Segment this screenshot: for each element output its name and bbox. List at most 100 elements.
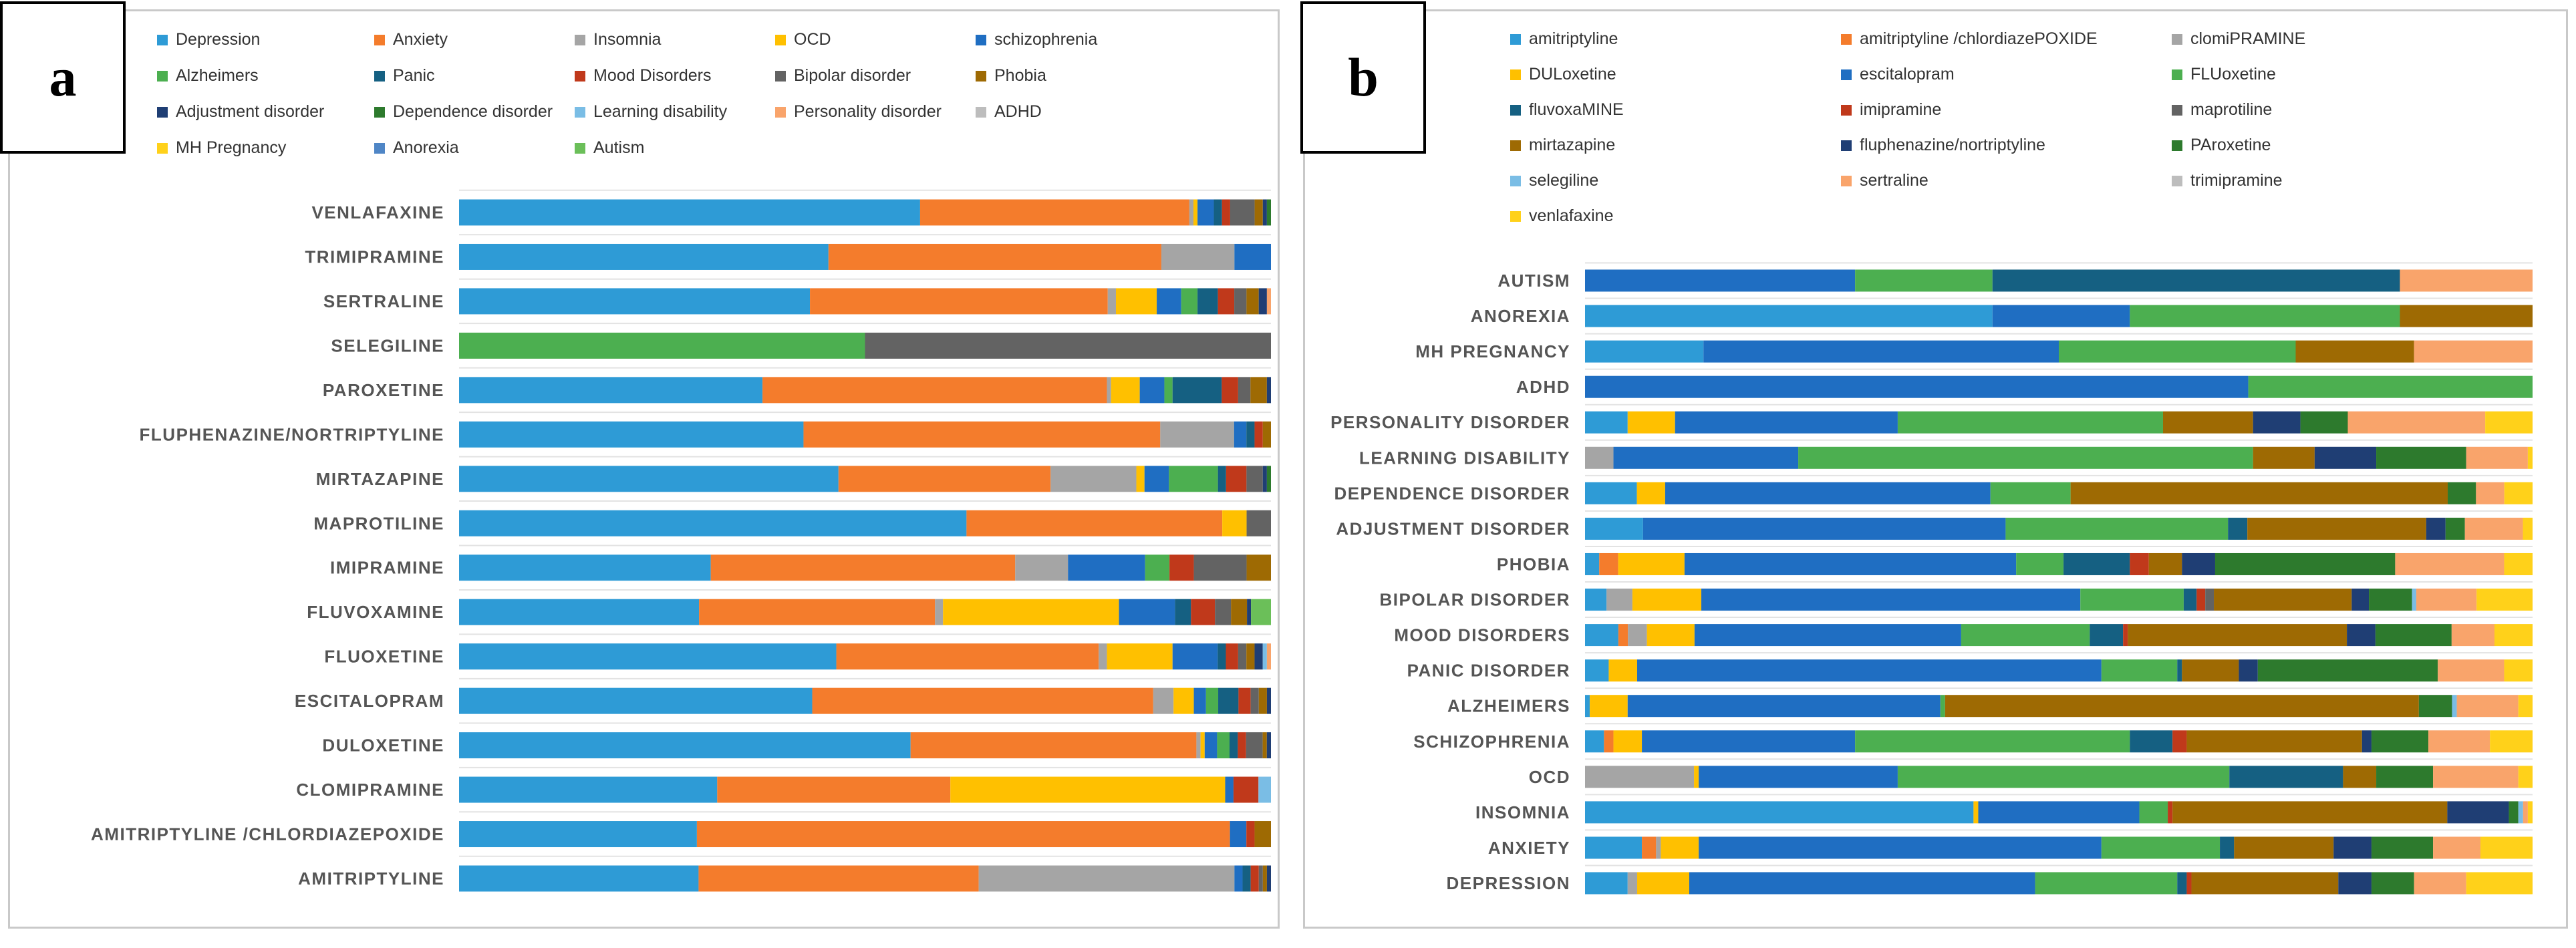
bar-schizophrenia-mirtazapine <box>2186 730 2362 753</box>
bar-sertraline-panic <box>1197 288 1218 315</box>
bar-mirtazapine-panic <box>1218 466 1226 492</box>
bar-schizophrenia-amitriptyline <box>1585 730 1604 753</box>
chart-b: amitriptyline amitriptyline /chlordiazePO… <box>1330 29 2533 895</box>
bar-maprotiline-bipolar-disorder <box>1246 510 1271 536</box>
bar-depression-mirtazapine <box>2191 872 2339 895</box>
legend-swatch-dependence-disorder <box>374 107 385 118</box>
bar-mh-pregnancy-sertraline <box>2414 340 2533 363</box>
bar-amitriptyline-anxiety <box>698 865 979 892</box>
category-label-anorexia: ANOREXIA <box>1471 306 1570 326</box>
bar-mh-pregnancy-amitriptyline <box>1585 340 1704 363</box>
bar-venlafaxine-adjustment-disorder <box>1262 199 1267 226</box>
bar-sertraline-phobia <box>1246 288 1259 315</box>
bar-fluphenazine-nortriptyline-mood-disorders <box>1254 421 1263 448</box>
bar-adjustment-disorder-paroxetine <box>2445 517 2465 540</box>
bar-mood-disorders-fluphenazine-nortriptyline <box>2347 624 2376 647</box>
legend-label-duloxetine: DULoxetine <box>1529 65 1616 84</box>
bar-mood-disorders-imipramine <box>2123 624 2128 647</box>
legend-label-paroxetine: PAroxetine <box>2190 136 2271 154</box>
legend-swatch-fluvoxamine <box>1510 105 1521 116</box>
bar-anxiety-paroxetine <box>2371 836 2434 859</box>
legend-label-mood-disorders: Mood Disorders <box>593 66 711 85</box>
bar-duloxetine-mood-disorders <box>1238 732 1246 759</box>
bar-bipolar-disorder-fluoxetine <box>2080 589 2184 611</box>
category-label-selegiline: SELEGILINE <box>331 335 444 355</box>
bar-mirtazapine-insomnia <box>1050 466 1137 492</box>
legend-label-clomipramine: clomiPRAMINE <box>2190 29 2305 48</box>
category-label-anxiety: ANXIETY <box>1488 838 1570 858</box>
bar-paroxetine-depression <box>459 377 763 404</box>
legend-label-adhd: ADHD <box>994 102 1042 121</box>
legend-swatch-duloxetine <box>1510 69 1521 80</box>
category-label-dependence-disorder: DEPENDENCE DISORDER <box>1334 483 1570 503</box>
bar-fluoxetine-insomnia <box>1099 643 1107 670</box>
legend-label-panic: Panic <box>393 66 435 85</box>
bar-fluoxetine-phobia <box>1246 643 1255 670</box>
bar-phobia-mirtazapine <box>2148 552 2182 575</box>
bar-alzheimers-mirtazapine <box>1945 695 2419 718</box>
category-label-mood-disorders: MOOD DISORDERS <box>1394 625 1570 645</box>
bar-amitriptyline-chlordiazepoxide-depression <box>459 821 697 848</box>
bar-panic-disorder-mirtazapine <box>2182 659 2239 682</box>
bar-fluvoxamine-bipolar-disorder <box>1215 599 1232 625</box>
bar-escitalopram-alzheimers <box>1205 687 1219 714</box>
bar-amitriptyline-bipolar-disorder <box>1258 865 1263 892</box>
bar-personality-disorder-paroxetine <box>2300 411 2348 434</box>
bar-escitalopram-panic <box>1218 687 1239 714</box>
bar-adjustment-disorder-mirtazapine <box>2247 517 2426 540</box>
bar-bipolar-disorder-maprotiline <box>2205 589 2214 611</box>
bar-ocd-duloxetine <box>1694 766 1699 788</box>
legend-label-phobia: Phobia <box>994 66 1046 85</box>
bar-bipolar-disorder-amitriptyline <box>1585 589 1607 611</box>
legend-label-sertraline: sertraline <box>1860 171 1928 190</box>
bar-fluoxetine-mood-disorders <box>1226 643 1238 670</box>
bar-mirtazapine-anxiety <box>838 466 1051 492</box>
legend-label-schizophrenia: schizophrenia <box>994 30 1097 49</box>
chart-b-bars: AUTISM ANOREXIA MH PREGNANCY ADHD PERSONALIT… <box>1330 269 2533 895</box>
legend-label-mirtazapine: mirtazapine <box>1529 136 1615 154</box>
bar-ocd-fluoxetine <box>1897 766 2230 788</box>
bar-personality-disorder-mirtazapine <box>2162 411 2253 434</box>
bar-alzheimers-escitalopram <box>1627 695 1941 718</box>
bar-fluoxetine-panic <box>1218 643 1226 670</box>
bar-depression-imipramine <box>2186 872 2192 895</box>
category-label-depression: DEPRESSION <box>1447 873 1571 893</box>
bar-adjustment-disorder-fluvoxamine <box>2228 517 2248 540</box>
bar-paroxetine-phobia <box>1250 377 1267 404</box>
bar-duloxetine-adjustment-disorder <box>1266 732 1271 759</box>
bar-panic-disorder-fluvoxamine <box>2177 659 2182 682</box>
bar-bipolar-disorder-venlafaxine <box>2476 589 2533 611</box>
bar-imipramine-phobia <box>1246 555 1271 581</box>
bar-escitalopram-depression <box>459 687 813 714</box>
legend-swatch-mh-pregnancy <box>157 143 168 154</box>
category-label-amitriptyline: AMITRIPTYLINE <box>298 868 444 889</box>
bar-insomnia-imipramine <box>2168 801 2173 824</box>
bar-fluvoxamine-adjustment-disorder <box>1247 599 1252 625</box>
bar-amitriptyline-depression <box>459 865 699 892</box>
bar-bipolar-disorder-imipramine <box>2196 589 2206 611</box>
legend-label-personality-disorder: Personality disorder <box>794 102 942 121</box>
bar-imipramine-insomnia <box>1015 555 1068 581</box>
legend-swatch-autism <box>575 143 585 154</box>
bar-duloxetine-schizophrenia <box>1204 732 1218 759</box>
bar-mood-disorders-fluvoxamine <box>2090 624 2124 647</box>
bar-panic-disorder-amitriptyline <box>1585 659 1609 682</box>
legend-swatch-trimipramine <box>2172 176 2182 186</box>
bar-venlafaxine-depression <box>459 199 920 226</box>
bar-fluphenazine-nortriptyline-insomnia <box>1160 421 1234 448</box>
bar-amitriptyline-chlordiazepoxide-phobia <box>1254 821 1271 848</box>
bar-fluphenazine-nortriptyline-schizophrenia <box>1234 421 1247 448</box>
legend-swatch-adjustment-disorder <box>157 107 168 118</box>
bar-depression-amitriptyline <box>1585 872 1628 895</box>
bar-anorexia-escitalopram <box>1992 305 2130 327</box>
bar-panic-disorder-venlafaxine <box>2504 659 2533 682</box>
bar-panic-disorder-fluoxetine <box>2101 659 2178 682</box>
bar-ocd-sertraline <box>2433 766 2519 788</box>
bar-panic-disorder-sertraline <box>2438 659 2505 682</box>
bar-escitalopram-anxiety <box>812 687 1153 714</box>
bar-imipramine-mood-disorders <box>1169 555 1194 581</box>
bar-learning-disability-fluphenazine-nortriptyline <box>2314 446 2377 469</box>
legend-label-escitalopram: escitalopram <box>1860 65 1955 84</box>
bar-venlafaxine-dependence-disorder <box>1266 199 1271 226</box>
